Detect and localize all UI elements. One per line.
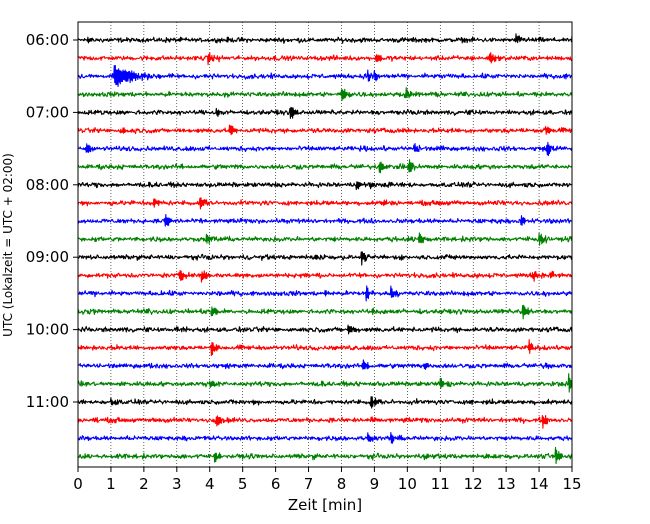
plot-frame [77, 21, 573, 468]
seismogram-trace [77, 304, 573, 320]
seismogram-trace [77, 213, 573, 227]
y-tick-label: 06:00 [26, 31, 69, 49]
seismogram-trace [77, 232, 573, 246]
x-tick-label: 3 [172, 475, 182, 493]
x-tick-label: 1 [106, 475, 116, 493]
seismogram-trace [77, 414, 573, 429]
seismogram-trace [77, 432, 573, 444]
seismogram-trace [77, 373, 573, 393]
y-tick-label: 07:00 [26, 103, 69, 121]
seismogram-trace [77, 87, 573, 102]
x-tick-label: 10 [398, 475, 417, 493]
y-tick-label: 09:00 [26, 248, 69, 266]
x-tick-label: 11 [431, 475, 450, 493]
seismogram-trace [77, 359, 573, 370]
seismogram-trace [77, 324, 573, 335]
seismogram-traces [77, 33, 573, 465]
x-tick-label: 5 [238, 475, 248, 493]
seismogram-trace [77, 285, 573, 302]
x-tick-label: 15 [562, 475, 581, 493]
seismogram-trace [77, 269, 573, 283]
x-tick-label: 6 [271, 475, 281, 493]
x-tick-label: 7 [304, 475, 314, 493]
seismogram-trace [77, 106, 573, 119]
seismogram-trace [77, 339, 573, 357]
x-tick-label: 8 [337, 475, 347, 493]
grid-lines [110, 22, 540, 467]
x-tick-label: 0 [73, 475, 83, 493]
y-tick-label: 10:00 [26, 321, 69, 339]
seismogram-trace [77, 33, 573, 44]
seismogram-trace [77, 197, 573, 210]
seismogram-trace [77, 124, 573, 136]
x-axis-ticks: 0 1 2 3 4 5 6 7 8 9 10 11 12 13 14 15 [73, 467, 582, 493]
y-tick-label: 08:00 [26, 176, 69, 194]
y-tick-label: 11:00 [26, 393, 69, 411]
seismogram-trace [77, 52, 573, 66]
x-axis-label: Zeit [min] [288, 496, 362, 514]
x-tick-label: 2 [139, 475, 149, 493]
x-tick-label: 4 [205, 475, 215, 493]
x-tick-label: 14 [530, 475, 549, 493]
x-tick-label: 13 [497, 475, 516, 493]
y-axis-label: UTC (Lokalzeit = UTC + 02:00) [1, 153, 15, 337]
seismogram-trace [77, 64, 573, 88]
x-tick-label: 12 [464, 475, 483, 493]
y-axis-ticks: 06:00 07:00 08:00 09:00 10:00 11:00 [26, 31, 78, 411]
seismogram-trace [77, 159, 573, 174]
seismogram-trace [77, 181, 573, 191]
x-tick-label: 9 [370, 475, 380, 493]
seismogram-trace [77, 251, 573, 266]
seismogram-trace [77, 396, 573, 409]
seismogram-trace [77, 141, 573, 157]
seismogram-trace [77, 446, 573, 465]
